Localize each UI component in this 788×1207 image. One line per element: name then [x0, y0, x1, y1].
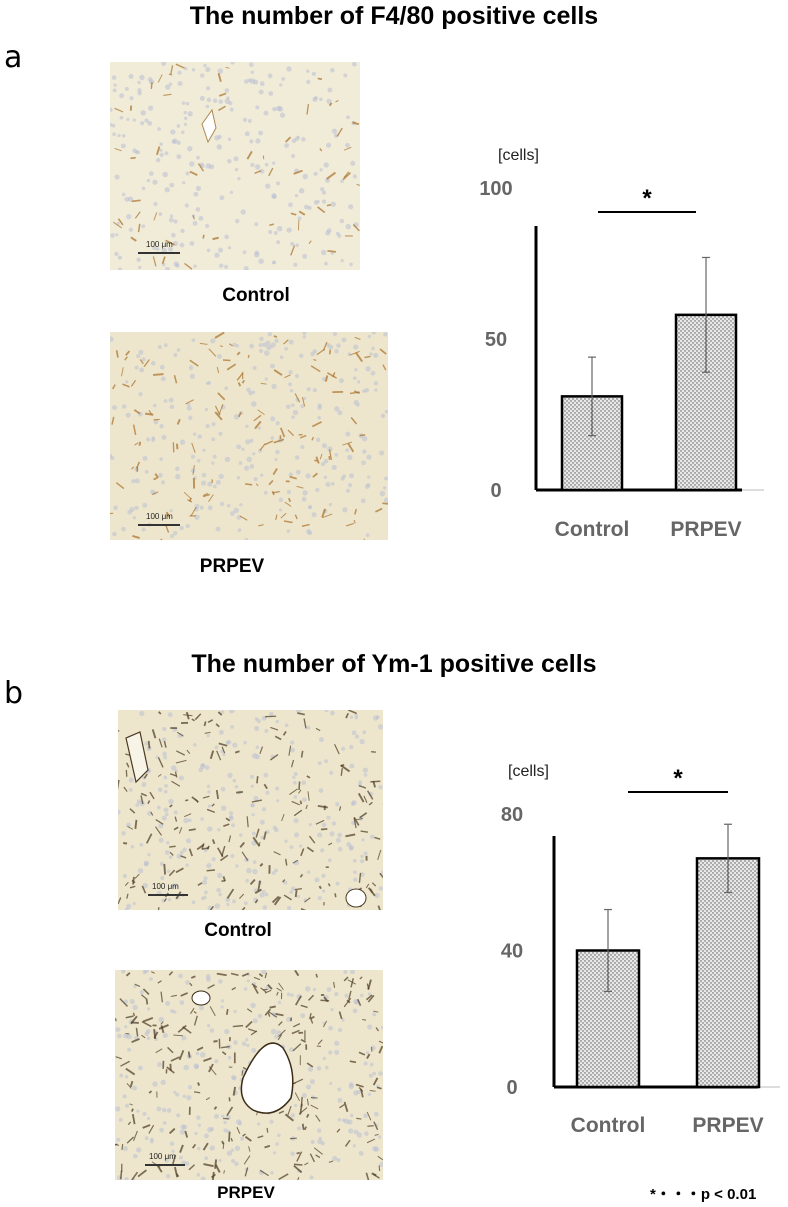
y-axis-label: [cells] [508, 763, 549, 780]
scale-bar-label: 100 μm [146, 512, 173, 521]
scale-bar: 100 μm [138, 240, 180, 254]
micrograph-b-prpev-texture [115, 970, 383, 1180]
x-category-label: Control [555, 518, 630, 541]
scale-bar: 100 μm [148, 882, 188, 896]
micrograph-b-control-texture [118, 710, 383, 910]
micrograph-a-prpev-texture [110, 332, 388, 540]
panel-a-title: The number of F4/80 positive cells [189, 2, 599, 30]
micrograph-b-prpev-label: PRPEV [217, 1183, 275, 1202]
bar-control [560, 395, 624, 492]
micrograph-a-prpev: 100 μm [110, 332, 388, 540]
error-bar-prpev [702, 256, 710, 373]
scale-bar-label: 100 μm [149, 1152, 176, 1161]
micrograph-b-control: 100 μm [118, 710, 383, 910]
micrograph-a-control-texture [110, 62, 360, 270]
y-tick-label: 100 [479, 178, 512, 200]
micrograph-a-control: 100 μm [110, 62, 360, 270]
scale-bar-label: 100 μm [152, 882, 179, 891]
x-category-label: PRPEV [692, 1114, 763, 1137]
significance-star: * [673, 765, 683, 792]
micrograph-a-prpev-label: PRPEV [199, 556, 265, 577]
y-axis-label: [cells] [498, 147, 539, 164]
significance-footnote: *・・・p < 0.01 [650, 1186, 757, 1203]
bar-chart-a: [cells] 0 50 100 Control PRPEV * [479, 147, 764, 541]
micrograph-a-control-label: Control [222, 285, 290, 306]
y-tick-label: 50 [485, 329, 507, 351]
error-bar-control [588, 356, 596, 437]
y-tick-label: 80 [501, 804, 523, 826]
x-category-label: Control [571, 1114, 646, 1137]
scale-bar: 100 μm [145, 1152, 185, 1166]
x-category-label: PRPEV [670, 518, 741, 541]
scale-bar-label: 100 μm [146, 240, 173, 249]
micrograph-b-prpev: 100 μm [115, 970, 383, 1180]
error-bar-control [604, 908, 612, 993]
scale-bar: 100 μm [138, 512, 180, 526]
error-bar-prpev [724, 823, 732, 894]
panel-a-letter: a [4, 40, 23, 75]
bar-chart-b: [cells] 0 40 80 Control PRPEV * [501, 763, 780, 1137]
panel-b-letter: b [4, 676, 24, 711]
y-tick-label: 0 [506, 1077, 517, 1099]
y-tick-label: 0 [490, 480, 501, 502]
panel-b-title: The number of Ym-1 positive cells [191, 650, 597, 678]
y-tick-label: 40 [501, 941, 523, 963]
significance-star: * [642, 185, 652, 212]
micrograph-b-control-label: Control [204, 920, 272, 941]
